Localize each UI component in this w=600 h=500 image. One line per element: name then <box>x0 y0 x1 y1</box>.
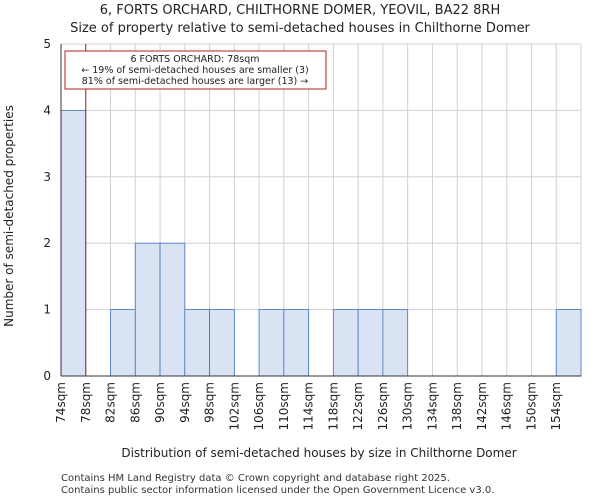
y-tick-label: 4 <box>43 103 51 117</box>
y-tick-label: 0 <box>43 369 51 383</box>
footer-copyright: Contains HM Land Registry data © Crown c… <box>61 473 450 484</box>
bar-74sqm <box>60 110 87 377</box>
y-tick-label: 1 <box>43 303 51 317</box>
bar-90sqm <box>159 242 186 377</box>
bar-118sqm <box>332 309 359 377</box>
annotation-line-3: 81% of semi-detached houses are larger (… <box>82 76 309 87</box>
bar-94sqm <box>184 309 210 377</box>
y-tick-label: 2 <box>43 236 51 250</box>
tick-labels: 0 1 2 3 4 5 74sqm 78sqm 82sqm 86sqm 90sqm 94sqm 98sq… <box>43 37 563 430</box>
annotation-line-2: ← 19% of semi-detached houses are smalle… <box>81 65 309 76</box>
x-tick-label: 90sqm <box>153 382 167 423</box>
x-tick-label: 82sqm <box>104 382 118 423</box>
x-tick-label: 114sqm <box>302 382 316 430</box>
bar-122sqm <box>357 309 384 377</box>
x-tick-label: 98sqm <box>203 382 217 423</box>
x-tick-label: 130sqm <box>401 382 415 430</box>
marker: 6 FORTS ORCHARD: 78sqm← 19% of semi-deta… <box>64 44 327 376</box>
bar-86sqm <box>134 242 161 377</box>
x-tick-label: 150sqm <box>524 382 538 430</box>
x-tick-label: 142sqm <box>475 382 489 430</box>
footer-licence: Contains public sector information licen… <box>61 485 495 496</box>
x-tick-label: 78sqm <box>79 382 93 423</box>
axes <box>60 44 581 377</box>
x-axis-label: Distribution of semi-detached houses by … <box>121 446 516 460</box>
chart-title: 6, FORTS ORCHARD, CHILTHORNE DOMER, YEOV… <box>99 3 501 18</box>
x-tick-label: 74sqm <box>54 382 68 423</box>
chart-subtitle: Size of property relative to semi-detach… <box>70 21 530 36</box>
bar-126sqm <box>382 309 409 377</box>
x-tick-label: 106sqm <box>252 382 266 430</box>
x-tick-label: 154sqm <box>549 382 563 430</box>
x-tick-label: 146sqm <box>500 382 514 430</box>
bar-110sqm <box>283 309 310 377</box>
y-tick-label: 5 <box>43 37 51 51</box>
x-tick-label: 102sqm <box>227 382 241 430</box>
x-tick-label: 134sqm <box>425 382 439 430</box>
annotation-box <box>64 50 327 90</box>
x-tick-label: 122sqm <box>351 382 365 430</box>
x-tick-label: 138sqm <box>450 382 464 430</box>
x-tick-label: 86sqm <box>128 382 142 423</box>
x-tick-label: 110sqm <box>277 382 291 430</box>
bar-106sqm <box>258 309 285 377</box>
bar-82sqm <box>110 309 136 377</box>
y-tick-label: 3 <box>43 170 51 184</box>
bar-98sqm <box>209 309 235 377</box>
y-axis-label: Number of semi-detached properties <box>2 105 16 327</box>
bar-154sqm <box>555 309 582 377</box>
x-tick-label: 94sqm <box>178 382 192 423</box>
x-tick-label: 118sqm <box>326 382 340 430</box>
annotation-line-1: 6 FORTS ORCHARD: 78sqm <box>130 54 259 65</box>
x-tick-label: 126sqm <box>376 382 390 430</box>
